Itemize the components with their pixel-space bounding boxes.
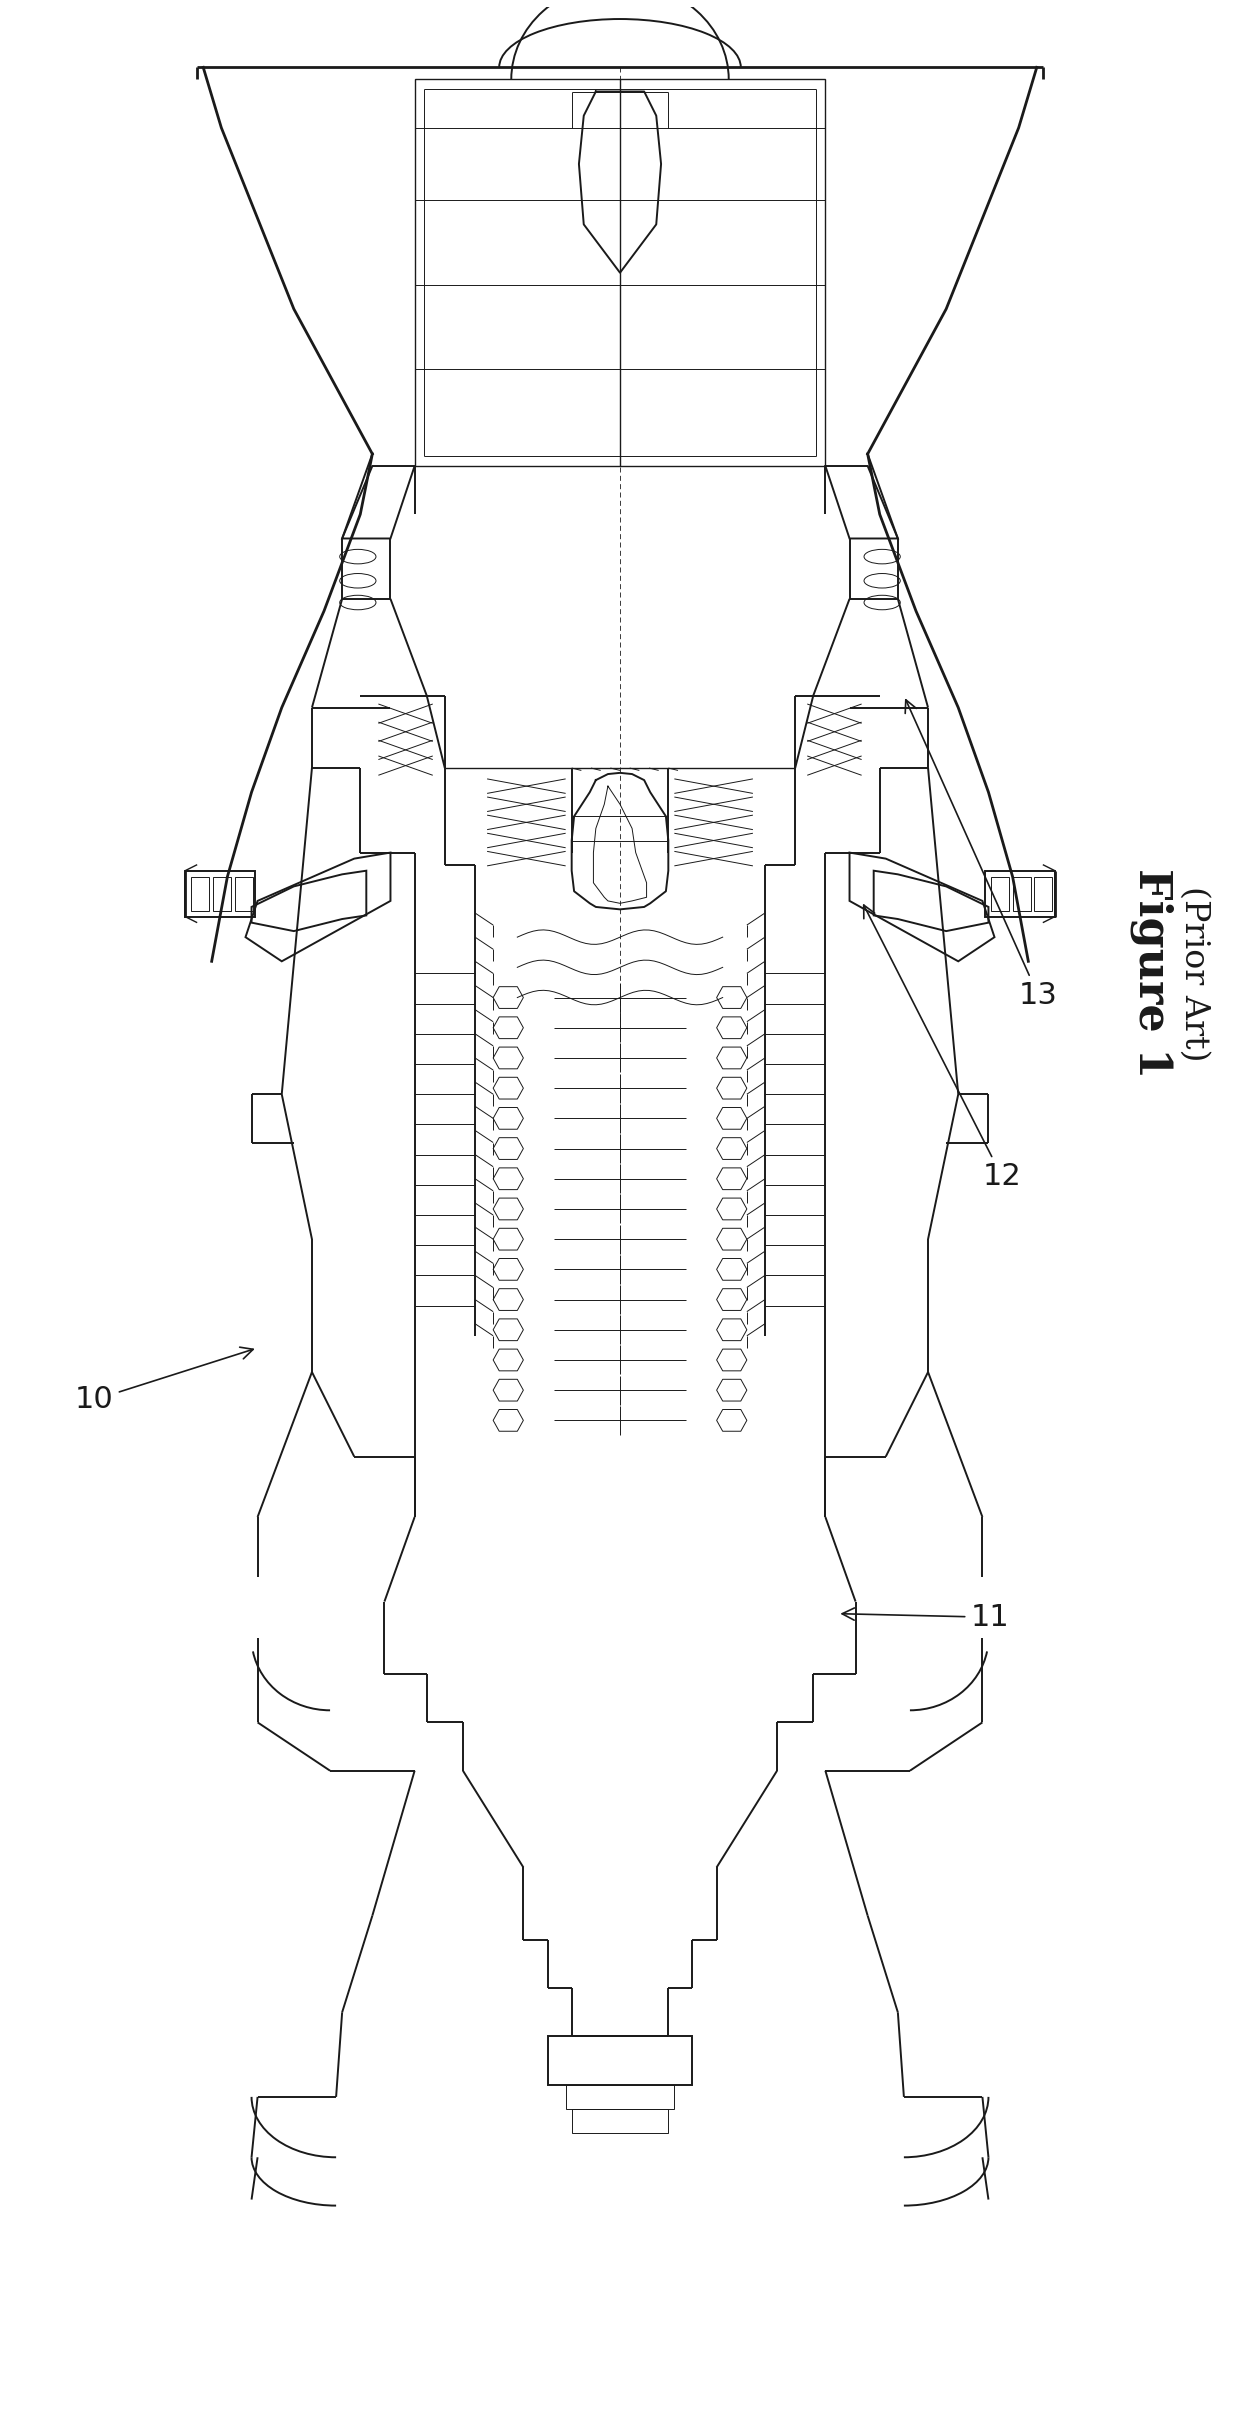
Bar [234, 877, 253, 911]
Bar [1034, 877, 1053, 911]
Text: 10: 10 [76, 1346, 253, 1414]
Bar [213, 877, 231, 911]
Bar [191, 877, 210, 911]
Bar [414, 80, 826, 467]
Text: 11: 11 [842, 1604, 1009, 1631]
Bar [548, 2036, 692, 2085]
Bar [185, 870, 255, 916]
Bar [572, 2109, 668, 2134]
Bar [991, 877, 1009, 911]
Text: (Prior Art): (Prior Art) [1178, 885, 1210, 1062]
Text: 13: 13 [905, 700, 1058, 1008]
Text: 12: 12 [864, 904, 1022, 1191]
Bar [565, 2085, 675, 2109]
Bar [985, 870, 1055, 916]
Text: Figure 1: Figure 1 [1130, 868, 1173, 1079]
Bar [1013, 877, 1030, 911]
